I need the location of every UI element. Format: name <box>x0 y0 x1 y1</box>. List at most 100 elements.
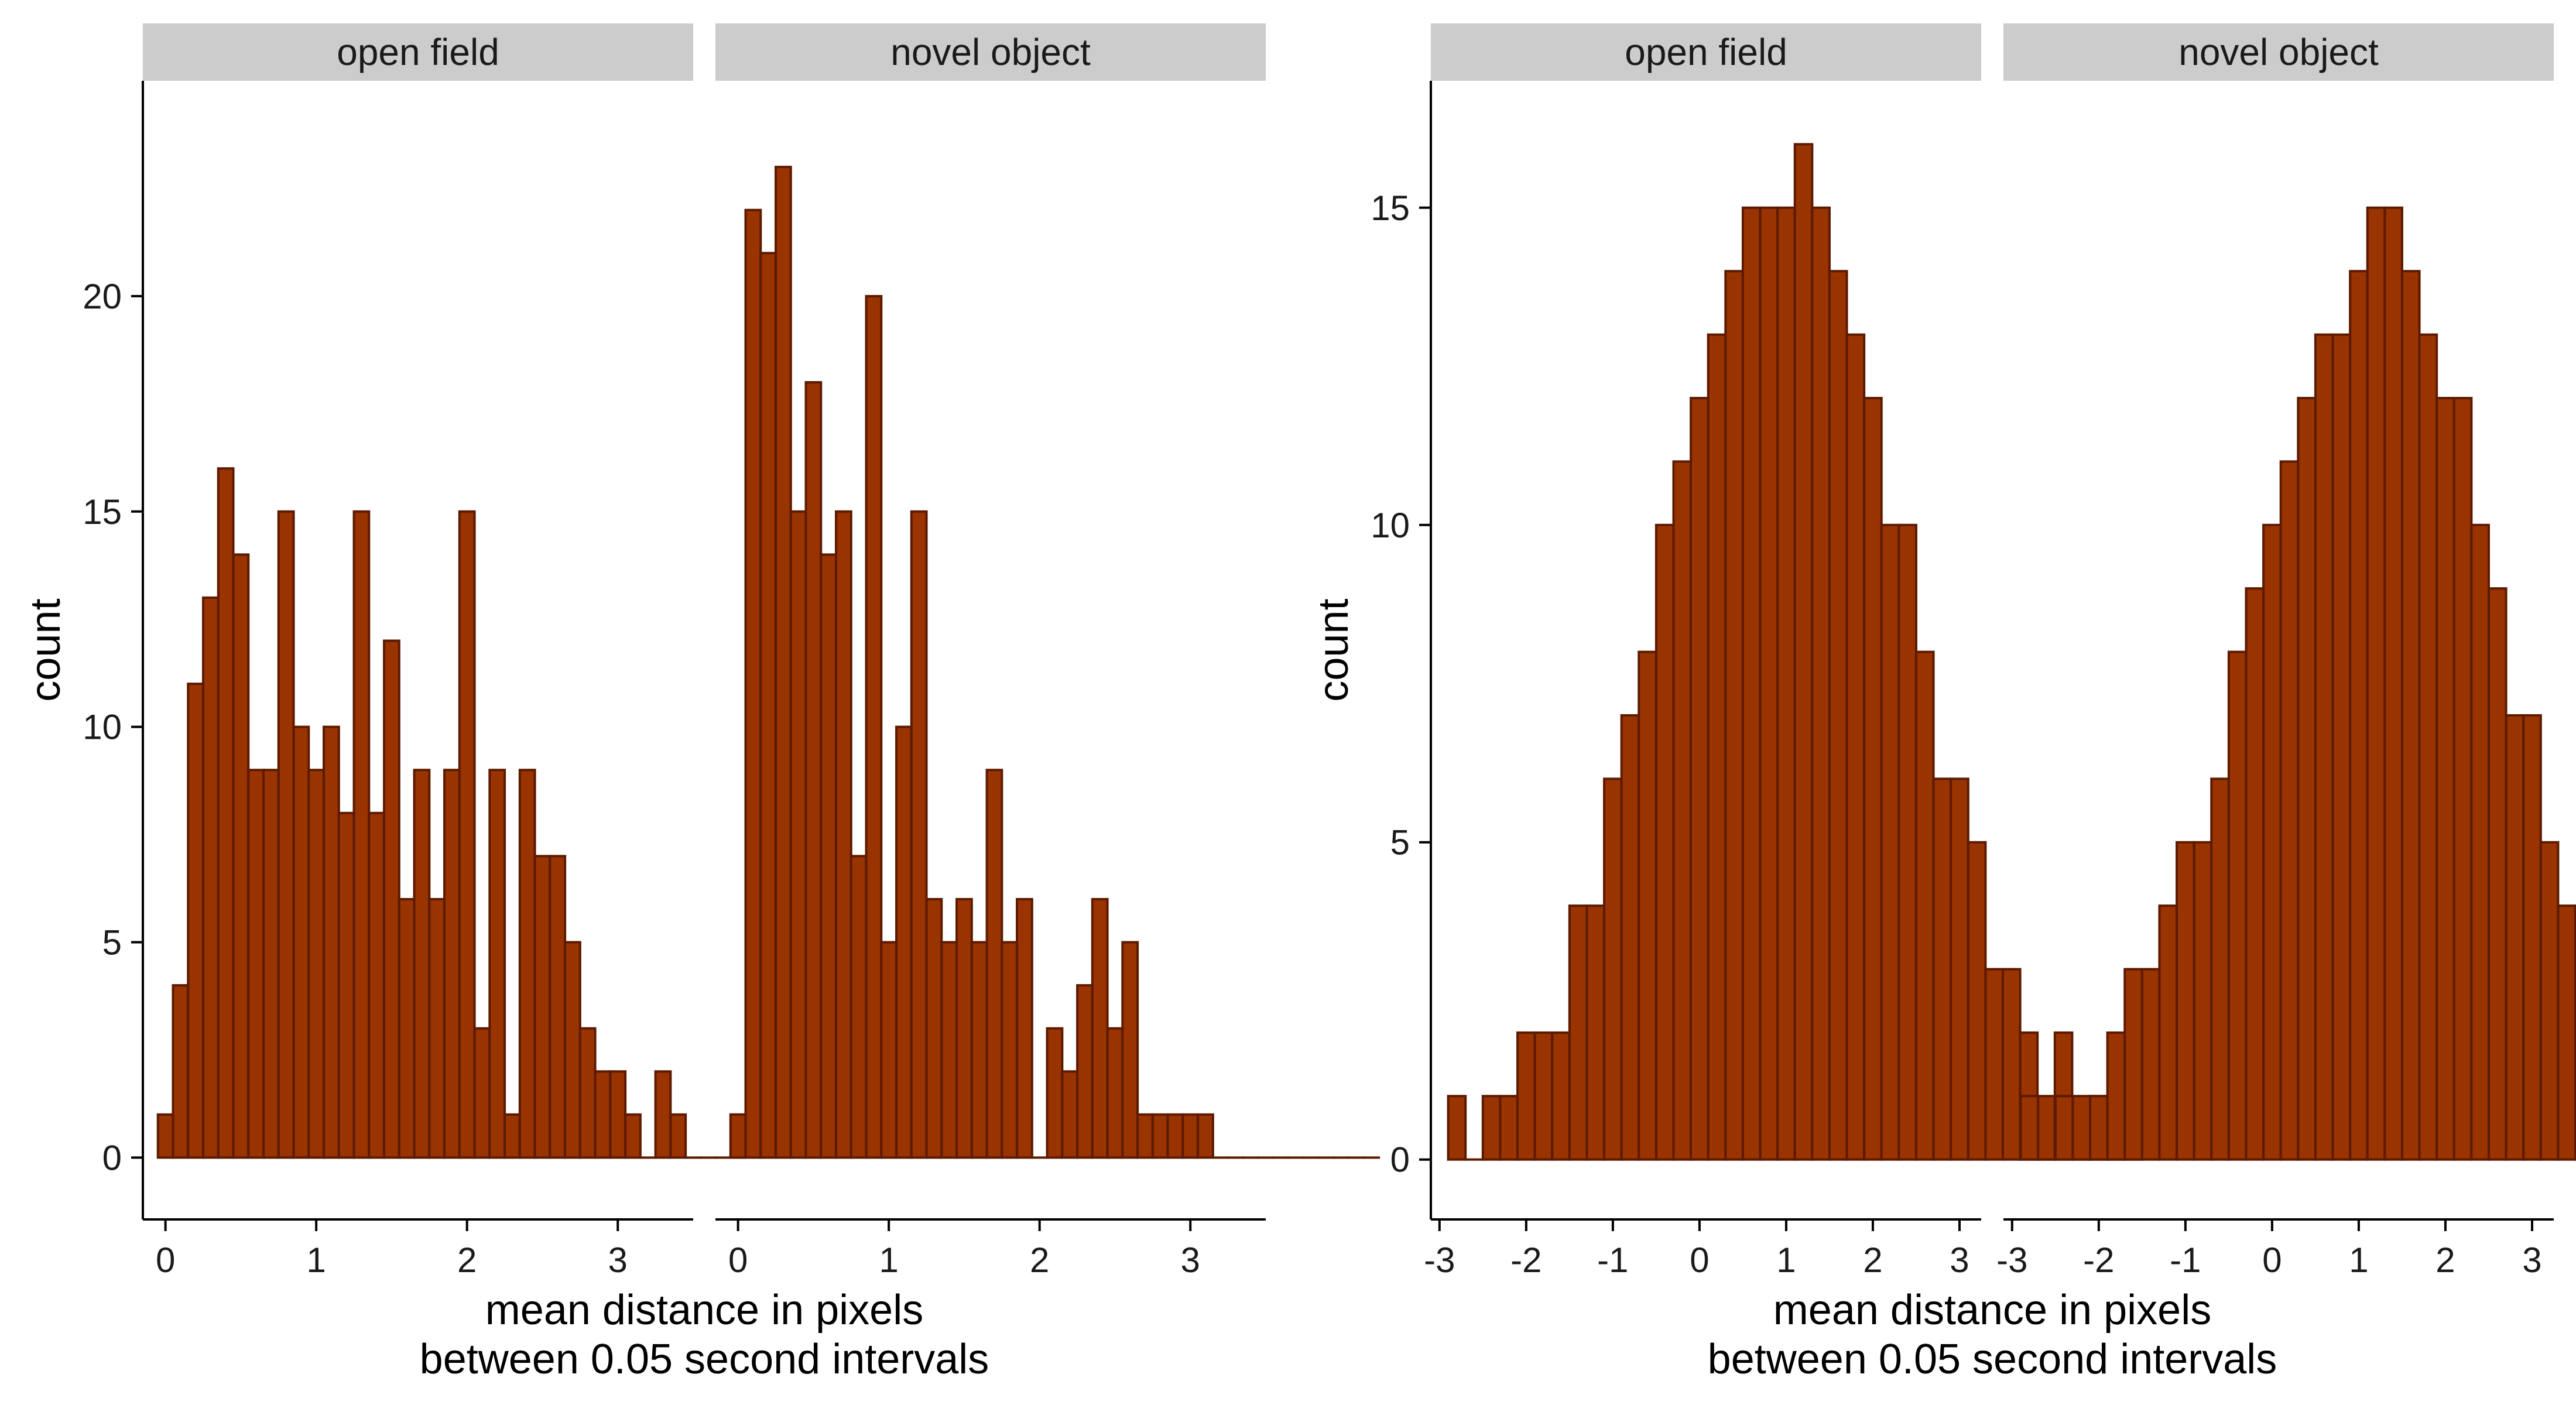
histogram-bar <box>2366 206 2386 1161</box>
histogram-bar <box>955 897 973 1159</box>
histogram-bar <box>1091 897 1109 1159</box>
histogram-bar <box>2400 270 2421 1161</box>
histogram-bar <box>654 1070 672 1159</box>
x-tick-label: -2 <box>2083 1240 2114 1280</box>
histogram-bar <box>1121 941 1139 1159</box>
histogram-bar <box>277 510 295 1159</box>
histogram-bar <box>2210 777 2230 1161</box>
histogram-bar <box>2349 270 2369 1161</box>
histogram-bar <box>458 510 476 1159</box>
histogram-bar <box>2505 714 2525 1161</box>
histogram-bar <box>383 639 400 1159</box>
histogram-bar <box>1197 1113 1214 1159</box>
histogram-bar <box>2158 904 2178 1161</box>
x-tick-label: 1 <box>2349 1240 2368 1280</box>
x-tick-label: 3 <box>608 1240 628 1280</box>
x-tick-label: -3 <box>1996 1240 2027 1280</box>
histogram-bar <box>2279 460 2300 1161</box>
histogram-bar <box>2262 523 2282 1161</box>
x-tick-label: 2 <box>457 1240 477 1280</box>
histogram-bar <box>1481 1095 1502 1161</box>
x-axis-title-line-2: between 0.05 second intervals <box>420 1336 989 1383</box>
x-tick-label: 2 <box>1863 1240 1882 1280</box>
histogram-bar <box>1046 1027 1064 1159</box>
histogram-bar <box>2140 968 2161 1161</box>
histogram-bar <box>1863 396 1883 1161</box>
facet-strip <box>2003 23 2554 81</box>
histogram-bar <box>2470 523 2490 1161</box>
histogram-bar <box>1533 1031 1554 1161</box>
histogram-bar <box>1672 460 1693 1161</box>
histogram-bar <box>1568 904 1588 1161</box>
x-axis-title-line-2: between 0.05 second intervals <box>1708 1336 2277 1383</box>
histogram-bar <box>1984 968 2005 1161</box>
chart-1: open field -3 -2 -1 0 1 2 3 novel object -3 -2 -1 0 1… <box>1310 23 2576 1383</box>
histogram-bar <box>1516 1031 1536 1161</box>
histogram-bar <box>1499 1095 1519 1161</box>
y-tick-label: 10 <box>1371 506 1410 545</box>
histogram-bar <box>1061 1070 1079 1159</box>
y-tick-label: 5 <box>1390 823 1410 862</box>
histogram-bar <box>413 769 431 1159</box>
facet-panel: open field 0 1 2 3 <box>143 23 748 1280</box>
y-tick-label: 0 <box>1390 1140 1410 1180</box>
facet-panel: novel object 0 1 2 3 <box>715 23 1381 1280</box>
histogram-bar <box>262 769 280 1159</box>
histogram-bar <box>2002 968 2022 1161</box>
histogram-bar <box>217 467 235 1159</box>
histogram-bar <box>564 941 581 1159</box>
histogram-bar <box>2539 841 2560 1161</box>
histogram-bar <box>1076 984 1094 1159</box>
histogram-bar <box>669 1113 687 1159</box>
facet-strip <box>143 23 693 81</box>
histogram-bar <box>488 769 506 1159</box>
histogram-bar <box>1776 206 1796 1161</box>
y-tick-label: 15 <box>83 492 122 532</box>
histogram-bar <box>398 897 416 1159</box>
facet-strip <box>1431 23 1981 81</box>
x-tick-label: 0 <box>2262 1240 2282 1280</box>
histogram-bar <box>1793 143 1814 1161</box>
histogram-bar <box>1741 206 1762 1161</box>
histogram-bar <box>1967 841 1987 1161</box>
histogram-bar <box>1845 333 1866 1161</box>
histogram-bar <box>2435 396 2455 1161</box>
y-tick-label: 5 <box>102 923 122 962</box>
histogram-bar <box>985 769 1003 1159</box>
y-tick-label: 15 <box>1371 189 1410 228</box>
histogram-bar <box>247 769 265 1159</box>
histogram-bar <box>1707 333 1727 1161</box>
x-axis-title-line-1: mean distance in pixels <box>485 1287 923 1334</box>
histogram-bar <box>2019 1095 2040 1161</box>
histogram-bar <box>775 166 792 1159</box>
histogram-bar <box>2245 587 2265 1161</box>
histogram-bar <box>187 683 205 1159</box>
y-tick-label: 20 <box>83 277 122 316</box>
histogram-bar <box>1016 897 1033 1159</box>
histogram-bar <box>835 510 852 1159</box>
chart-0: open field 0 1 2 3 novel object 0 1 2 3 0 5 10 15 20 co… <box>22 23 1381 1383</box>
histogram-bar <box>2071 1095 2092 1161</box>
x-tick-label: 3 <box>2522 1240 2541 1280</box>
x-tick-label: 2 <box>1030 1240 1049 1280</box>
histogram-bar <box>1447 1095 1467 1161</box>
x-tick-label: -1 <box>2170 1240 2201 1280</box>
x-tick-label: 0 <box>1690 1240 1709 1280</box>
facet-strip-label: novel object <box>890 31 1091 73</box>
histogram-bar <box>925 897 943 1159</box>
histogram-bar <box>2314 333 2334 1161</box>
histogram-bar <box>2227 650 2248 1161</box>
x-tick-label: 1 <box>306 1240 326 1280</box>
x-axis-title-line-1: mean distance in pixels <box>1773 1287 2211 1334</box>
histogram-bar <box>940 941 958 1159</box>
histogram-bar <box>428 897 446 1159</box>
x-tick-label: 0 <box>156 1240 175 1280</box>
histogram-bar <box>820 553 838 1159</box>
histogram-bar <box>2383 206 2403 1161</box>
histogram-bar <box>172 984 190 1159</box>
histogram-bar <box>2123 968 2143 1161</box>
histogram-bar <box>533 855 551 1159</box>
x-tick-label: -1 <box>1597 1240 1628 1280</box>
histogram-bar <box>323 725 340 1159</box>
